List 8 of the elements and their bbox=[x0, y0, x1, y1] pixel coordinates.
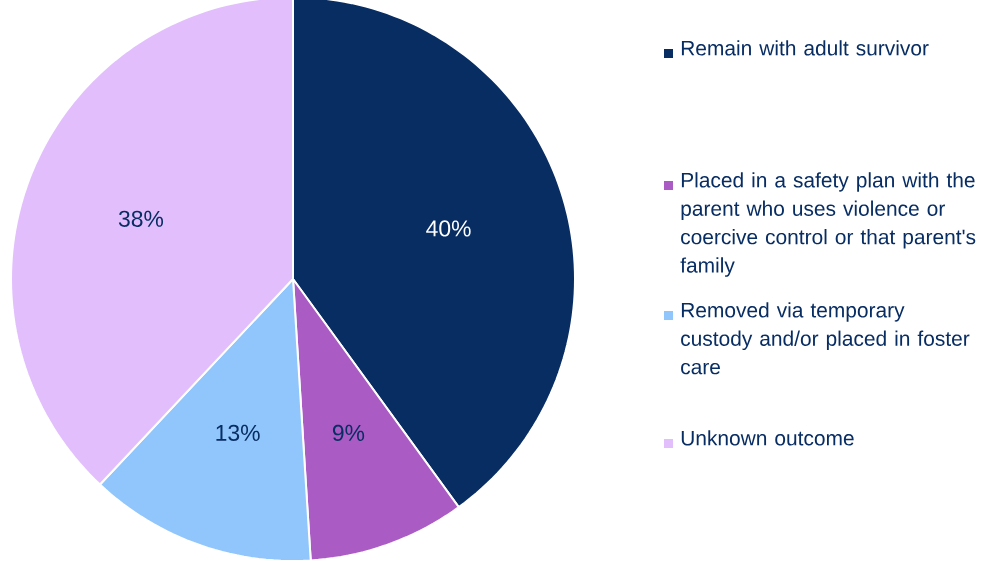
data-label: 9% bbox=[332, 424, 365, 441]
legend-label: Remain with adult survivor bbox=[681, 40, 929, 56]
legend-label: Removed via temporary custody and/or placed in foster care bbox=[681, 302, 970, 375]
data-label: 40% bbox=[426, 220, 471, 237]
legend-label: Unknown outcome bbox=[681, 430, 854, 446]
data-label: 38% bbox=[118, 210, 164, 227]
legend-label: Placed in a safety plan with the parent who uses violence or coercive control or that parent's family bbox=[680, 172, 976, 277]
data-label: 13% bbox=[216, 424, 260, 441]
